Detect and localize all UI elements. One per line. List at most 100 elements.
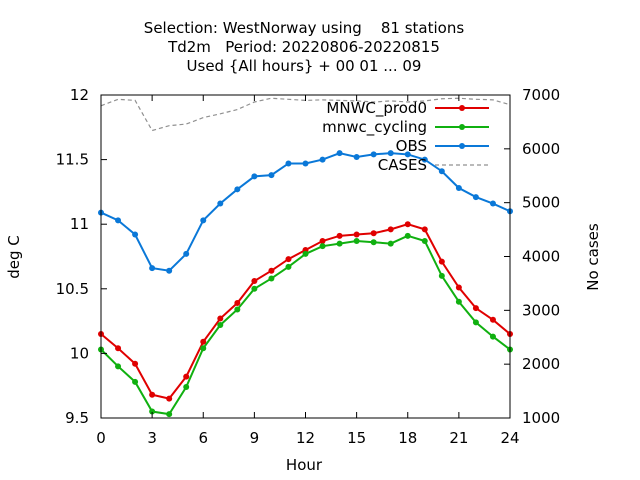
legend-label: MNWC_prod0 — [326, 99, 427, 118]
data-point — [336, 240, 343, 247]
legend-entry: OBS — [396, 137, 489, 155]
data-point — [370, 239, 377, 246]
x-tick-label: 15 — [347, 429, 366, 447]
y2-tick-label: 2000 — [522, 355, 560, 373]
data-point — [438, 258, 445, 265]
legend-marker — [459, 143, 465, 149]
y2-tick-label: 4000 — [522, 248, 560, 266]
y2-axis-label: No cases — [584, 223, 602, 291]
data-point — [183, 250, 190, 257]
data-point — [387, 240, 394, 247]
data-point — [302, 160, 309, 167]
data-point — [234, 300, 241, 307]
data-point — [251, 173, 258, 180]
y-tick-label: 10.5 — [56, 280, 89, 298]
data-point — [251, 278, 258, 285]
data-point — [268, 275, 275, 282]
data-point — [421, 237, 428, 244]
data-point — [455, 298, 462, 305]
y-tick-label: 9.5 — [65, 409, 89, 427]
y-axis-label: deg C — [5, 235, 23, 279]
legend-label: mnwc_cycling — [322, 118, 427, 137]
data-point — [200, 345, 207, 352]
data-point — [234, 306, 241, 313]
data-point — [404, 151, 411, 158]
series-line — [100, 234, 511, 416]
y-tick-label: 12 — [70, 86, 89, 104]
data-point — [268, 172, 275, 179]
data-point — [336, 150, 343, 157]
series-OBS — [98, 150, 513, 274]
data-point — [455, 284, 462, 291]
data-point — [132, 360, 139, 367]
data-point — [183, 373, 190, 380]
y2-tick-label: 3000 — [522, 301, 560, 319]
x-tick-label: 21 — [449, 429, 468, 447]
legend-label: OBS — [396, 137, 427, 155]
axis-ticks: 0 3 6 9 12 15 18 21 24 9.5 10 10.5 11 11.5 12 1000 2000 3… — [56, 86, 561, 447]
data-point — [132, 378, 139, 385]
x-tick-label: 3 — [147, 429, 157, 447]
title-line-2: Td2m Period: 20220806-20220815 — [167, 38, 440, 56]
data-point — [455, 185, 462, 192]
x-tick-label: 9 — [250, 429, 260, 447]
data-point — [251, 285, 258, 292]
data-point — [472, 305, 479, 312]
data-point — [217, 315, 224, 322]
data-point — [132, 231, 139, 238]
data-point — [353, 237, 360, 244]
data-point — [166, 411, 173, 418]
legend-label: CASES — [378, 156, 427, 174]
data-point — [336, 232, 343, 239]
series-line — [100, 97, 511, 132]
data-point — [421, 226, 428, 233]
data-point — [319, 243, 326, 250]
y2-tick-label: 1000 — [522, 409, 560, 427]
y-tick-label: 11.5 — [56, 151, 89, 169]
data-point — [404, 221, 411, 228]
data-point — [149, 391, 156, 398]
data-point — [472, 194, 479, 201]
data-point — [285, 160, 292, 167]
data-point — [217, 200, 224, 207]
series-mnwc_cycling — [98, 232, 513, 418]
data-point — [489, 200, 496, 207]
data-point — [353, 154, 360, 161]
data-point — [149, 265, 156, 272]
data-point — [115, 217, 122, 224]
data-point — [319, 156, 326, 163]
y-tick-label: 10 — [70, 344, 89, 362]
x-tick-label: 6 — [198, 429, 208, 447]
title-line-1: Selection: WestNorway using 81 stations — [144, 19, 465, 37]
data-point — [285, 256, 292, 263]
y2-tick-label: 6000 — [522, 140, 560, 158]
series-MNWC_prod0 — [98, 221, 513, 402]
series-CASES — [100, 97, 511, 132]
data-point — [319, 237, 326, 244]
series-layer — [98, 97, 513, 418]
data-point — [302, 250, 309, 257]
data-point — [115, 363, 122, 370]
data-point — [438, 272, 445, 279]
legend-entry: CASES — [378, 156, 489, 174]
data-point — [166, 395, 173, 402]
data-point — [489, 316, 496, 323]
data-point — [200, 217, 207, 224]
legend-entry: mnwc_cycling — [322, 118, 489, 137]
legend-marker — [459, 105, 465, 111]
data-point — [115, 345, 122, 352]
data-point — [472, 319, 479, 326]
data-point — [387, 150, 394, 157]
data-point — [353, 231, 360, 238]
x-tick-label: 18 — [398, 429, 417, 447]
x-axis-label: Hour — [286, 456, 323, 474]
data-point — [200, 338, 207, 345]
data-point — [234, 186, 241, 193]
y2-tick-label: 5000 — [522, 194, 560, 212]
y-tick-label: 11 — [70, 215, 89, 233]
data-point — [268, 267, 275, 274]
legend-entry: MNWC_prod0 — [326, 99, 489, 118]
data-point — [387, 226, 394, 233]
